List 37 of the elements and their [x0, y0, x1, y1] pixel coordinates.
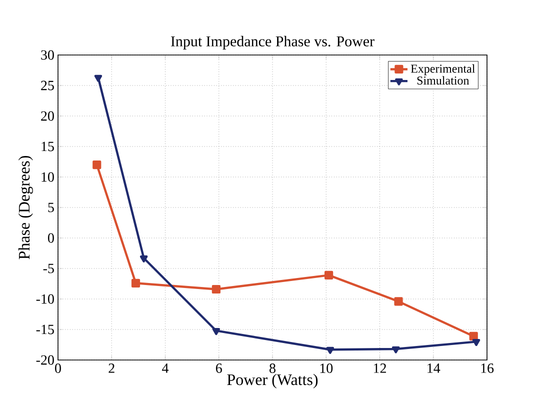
- point: [324, 270, 334, 280]
- y-axis-title: Phase (Degrees): [18, 156, 33, 260]
- chart-title: Input Impedance Phase vs. Power: [170, 36, 374, 50]
- legend-label: Experimental: [410, 64, 475, 76]
- y-tick-label: 5: [48, 202, 54, 212]
- point: [140, 255, 148, 262]
- x-tick-label: 10: [320, 364, 333, 373]
- y-tick-label: 30: [41, 50, 54, 60]
- x-axis-title: Power (Watts): [227, 374, 318, 388]
- y-tick-label: 0: [48, 233, 54, 243]
- x-tick-label: 2: [108, 364, 114, 373]
- y-tick-label: 25: [41, 80, 54, 90]
- y-tick-label: -10: [36, 294, 54, 304]
- y-tick-label: 10: [42, 172, 54, 182]
- point: [326, 346, 334, 354]
- x-tick-label: 12: [374, 364, 386, 373]
- legend-label: Simulation: [417, 76, 470, 85]
- y-tick-label: -20: [36, 355, 54, 365]
- point: [131, 278, 140, 288]
- y-tick-label: 20: [41, 111, 54, 121]
- point: [469, 332, 478, 341]
- point: [392, 346, 400, 354]
- x-tick-label: 16: [481, 364, 494, 373]
- x-tick-label: 4: [162, 364, 169, 373]
- x-tick-label: 14: [428, 364, 440, 373]
- point: [472, 339, 480, 346]
- y-tick-label: -5: [43, 264, 54, 274]
- point: [92, 160, 102, 170]
- point: [394, 297, 403, 306]
- y-tick-label: 15: [42, 142, 54, 152]
- x-tick-label: 0: [55, 364, 61, 373]
- point: [94, 74, 102, 82]
- point: [212, 284, 220, 294]
- point: [212, 328, 220, 336]
- x-tick-label: 6: [216, 364, 222, 373]
- x-tick-label: 8: [270, 364, 276, 373]
- y-tick-label: -15: [36, 324, 54, 334]
